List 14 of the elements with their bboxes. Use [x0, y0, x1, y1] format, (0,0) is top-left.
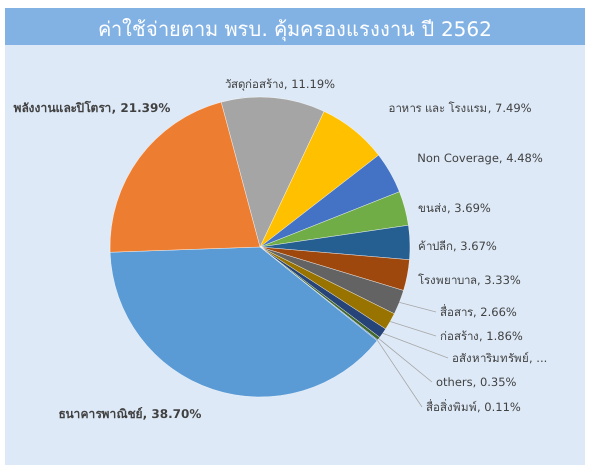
slice-label: Non Coverage, 4.48% — [417, 151, 543, 165]
slice-label: others, 0.35% — [436, 375, 517, 389]
chart-title: ค่าใช้จ่ายตาม พรบ. คุ้มครองแรงงาน ปี 2562 — [98, 17, 492, 42]
slice-label: พลังงานและปิโตรา, 21.39% — [14, 100, 170, 115]
slice-label: อาหาร และ โรงแรม, 7.49% — [388, 101, 532, 115]
slice-label: ค้าปลีก, 3.67% — [418, 239, 497, 253]
slice-label: ขนส่ง, 3.69% — [418, 201, 491, 215]
slice-label: สื่อสิ่งพิมพ์, 0.11% — [426, 399, 521, 414]
slice-label: วัสดุก่อสร้าง, 11.19% — [224, 77, 336, 91]
slice-label: โรงพยาบาล, 3.33% — [418, 273, 521, 287]
slice-label: สื่อสาร, 2.66% — [440, 304, 517, 319]
slice-label: ก่อสร้าง, 1.86% — [440, 329, 523, 343]
slice-label: ธนาคารพาณิชย์, 38.70% — [58, 407, 202, 421]
slice-label: อสังหาริมทรัพย์, ... — [452, 351, 548, 365]
